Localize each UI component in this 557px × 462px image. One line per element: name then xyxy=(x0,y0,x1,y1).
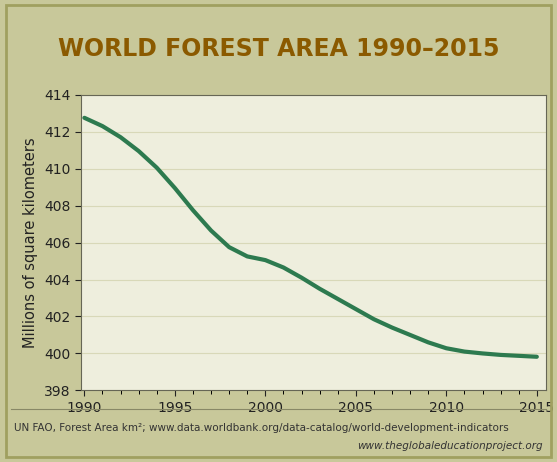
Text: WORLD FOREST AREA 1990–2015: WORLD FOREST AREA 1990–2015 xyxy=(58,36,499,61)
Text: www.theglobaleducationproject.org: www.theglobaleducationproject.org xyxy=(358,441,543,451)
Text: UN FAO, Forest Area km²; www.data.worldbank.org/data-catalog/world-development-i: UN FAO, Forest Area km²; www.data.worldb… xyxy=(14,423,509,433)
Y-axis label: Millions of square kilometers: Millions of square kilometers xyxy=(23,137,38,348)
